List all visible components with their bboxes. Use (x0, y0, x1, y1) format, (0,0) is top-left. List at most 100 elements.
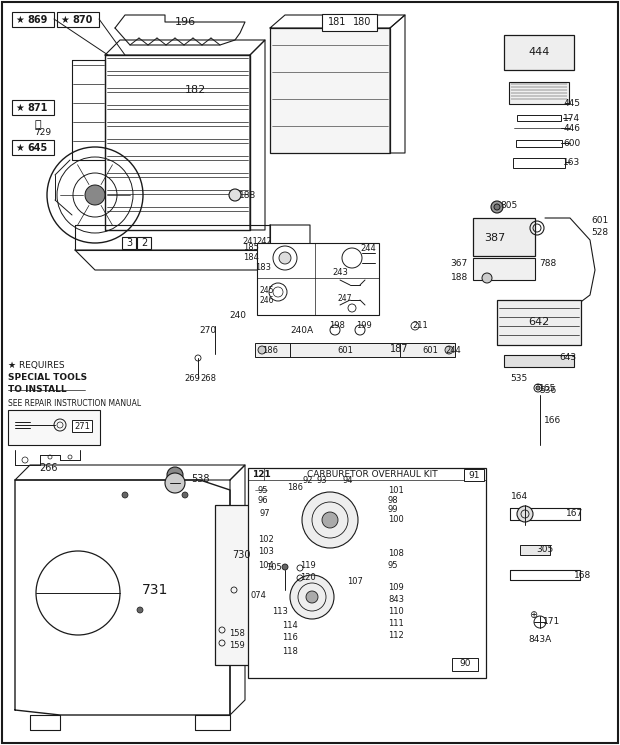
Text: 188: 188 (239, 191, 257, 200)
Bar (516, 140, 562, 147)
Text: 211: 211 (412, 320, 428, 329)
Text: 101: 101 (388, 486, 404, 495)
Bar (12, 100, 54, 115)
Text: 121: 121 (252, 469, 271, 478)
Text: 112: 112 (388, 632, 404, 641)
Text: 186: 186 (262, 346, 278, 355)
Bar (215, 505, 267, 665)
Ellipse shape (504, 358, 574, 376)
Text: SEE REPAIR INSTRUCTION MANUAL: SEE REPAIR INSTRUCTION MANUAL (8, 399, 141, 408)
Circle shape (122, 492, 128, 498)
Text: 166: 166 (544, 416, 562, 425)
Text: 246: 246 (260, 296, 274, 305)
Circle shape (258, 346, 266, 354)
Text: SPECIAL TOOLS: SPECIAL TOOLS (8, 372, 87, 381)
Bar (509, 82, 569, 104)
Circle shape (229, 189, 241, 201)
Ellipse shape (329, 9, 345, 19)
Bar (322, 14, 377, 31)
Text: 91: 91 (468, 471, 480, 480)
Text: 99: 99 (388, 506, 399, 515)
Text: 645: 645 (27, 142, 47, 153)
Circle shape (302, 492, 358, 548)
Text: 119: 119 (300, 562, 316, 571)
Ellipse shape (504, 23, 574, 47)
Text: ★: ★ (15, 103, 24, 112)
Text: 601: 601 (422, 346, 438, 355)
Circle shape (445, 346, 453, 354)
Text: 184: 184 (243, 253, 259, 261)
Bar (473, 218, 535, 256)
Circle shape (276, 481, 290, 495)
Ellipse shape (497, 288, 581, 312)
Text: 444: 444 (528, 47, 550, 57)
Text: ★: ★ (60, 14, 69, 25)
Text: 158: 158 (229, 629, 245, 638)
Bar (72, 420, 92, 432)
Text: ⊕: ⊕ (529, 610, 537, 620)
Circle shape (482, 273, 492, 283)
Circle shape (85, 185, 105, 205)
Text: 242: 242 (256, 236, 272, 246)
Text: ★: ★ (15, 142, 24, 153)
Ellipse shape (504, 58, 574, 82)
Text: 114: 114 (282, 621, 298, 630)
Bar (12, 140, 54, 155)
Text: eReplacementParts.com: eReplacementParts.com (185, 361, 405, 379)
Text: 870: 870 (72, 14, 92, 25)
Text: 182: 182 (184, 85, 206, 95)
Circle shape (536, 386, 540, 390)
Ellipse shape (513, 159, 565, 177)
Text: 188: 188 (451, 273, 468, 282)
Bar (248, 468, 486, 678)
Text: 118: 118 (282, 647, 298, 656)
Text: 104: 104 (258, 560, 274, 569)
Text: 159: 159 (229, 641, 245, 650)
Text: 198: 198 (329, 320, 345, 329)
Text: 871: 871 (27, 103, 47, 112)
Text: ★ REQUIRES: ★ REQUIRES (8, 361, 64, 370)
Text: 367: 367 (451, 259, 468, 267)
Text: 601: 601 (337, 346, 353, 355)
Bar (504, 35, 574, 70)
Text: 270: 270 (200, 326, 216, 335)
Text: 642: 642 (528, 317, 549, 327)
Text: 268: 268 (200, 373, 216, 382)
Text: 843A: 843A (528, 635, 552, 644)
Bar (452, 658, 478, 671)
Ellipse shape (516, 140, 562, 154)
Bar (137, 237, 151, 249)
Text: 199: 199 (356, 320, 372, 329)
Bar (504, 355, 574, 367)
Text: 163: 163 (564, 157, 580, 166)
Ellipse shape (497, 333, 581, 357)
Text: 445: 445 (564, 98, 580, 107)
Text: 116: 116 (282, 633, 298, 642)
Text: 108: 108 (388, 548, 404, 557)
Bar (270, 28, 390, 153)
Circle shape (279, 252, 291, 264)
Text: 446: 446 (564, 124, 580, 133)
Text: 165: 165 (539, 384, 557, 393)
Text: 187: 187 (390, 344, 409, 354)
Text: 2: 2 (141, 238, 147, 248)
Text: 244: 244 (360, 244, 376, 253)
Text: 92: 92 (303, 475, 313, 484)
Text: 113: 113 (272, 607, 288, 617)
Text: 167: 167 (567, 510, 583, 519)
Text: 105: 105 (266, 562, 282, 571)
Text: 120: 120 (300, 574, 316, 583)
Text: 869: 869 (27, 14, 47, 25)
Bar (473, 258, 535, 280)
Text: 🔩: 🔩 (35, 120, 42, 130)
Bar (464, 469, 484, 481)
Circle shape (182, 492, 188, 498)
Text: 244: 244 (445, 346, 461, 355)
Text: 528: 528 (591, 227, 609, 236)
Bar (57, 12, 99, 27)
Text: 100: 100 (388, 516, 404, 524)
Bar (497, 300, 581, 345)
Text: 111: 111 (388, 620, 404, 629)
Text: 730: 730 (232, 550, 250, 560)
Text: 600: 600 (564, 139, 580, 148)
